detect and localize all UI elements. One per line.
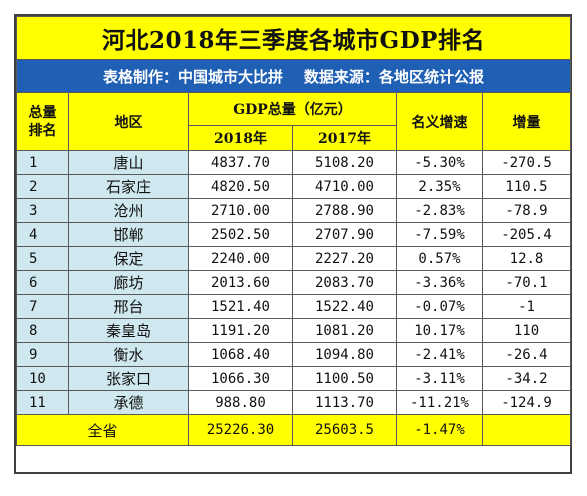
gdp-2018-cell: 2240.00	[188, 246, 293, 271]
table-row: 7 邢台 1521.40 1522.40 -0.07% -1	[16, 294, 571, 319]
gdp-2018-cell: 1191.20	[188, 318, 293, 343]
gdp-ranking-table: 河北2018年三季度各城市GDP排名 表格制作：中国城市大比拼 数据来源：各地区…	[16, 16, 571, 446]
gdp-2018-cell: 4837.70	[188, 150, 293, 175]
table-row: 8 秦皇岛 1191.20 1081.20 10.17% 110	[16, 318, 571, 343]
increase-cell: 110	[482, 318, 571, 343]
gdp-2017-cell: 1100.50	[292, 366, 397, 391]
gdp-2017-cell: 4710.00	[292, 174, 397, 199]
increase-cell: -34.2	[482, 366, 571, 391]
city-cell: 邯郸	[68, 222, 189, 247]
total-row: 全省 25226.30 25603.5 -1.47%	[16, 414, 571, 446]
increase-cell: 12.8	[482, 246, 571, 271]
increase-cell: -270.5	[482, 150, 571, 175]
gdp-2018-cell: 988.80	[188, 390, 293, 415]
growth-cell: -2.41%	[396, 342, 483, 367]
total-growth: -1.47%	[396, 414, 483, 446]
rank-cell: 6	[16, 270, 69, 295]
growth-cell: -3.11%	[396, 366, 483, 391]
city-cell: 衡水	[68, 342, 189, 367]
city-cell: 廊坊	[68, 270, 189, 295]
total-increase	[482, 414, 571, 446]
header-region: 地区	[68, 92, 189, 151]
gdp-2018-cell: 1068.40	[188, 342, 293, 367]
total-gdp-2017: 25603.5	[292, 414, 397, 446]
increase-cell: -1	[482, 294, 571, 319]
gdp-2017-cell: 2788.90	[292, 198, 397, 223]
header-2018: 2018年	[188, 125, 293, 151]
city-cell: 承德	[68, 390, 189, 415]
city-cell: 秦皇岛	[68, 318, 189, 343]
total-label: 全省	[16, 414, 189, 446]
rank-cell: 5	[16, 246, 69, 271]
growth-cell: -2.83%	[396, 198, 483, 223]
growth-cell: 0.57%	[396, 246, 483, 271]
gdp-2017-cell: 5108.20	[292, 150, 397, 175]
gdp-2018-cell: 1066.30	[188, 366, 293, 391]
city-cell: 张家口	[68, 366, 189, 391]
gdp-2017-cell: 2083.70	[292, 270, 397, 295]
rank-cell: 1	[16, 150, 69, 175]
rank-cell: 10	[16, 366, 69, 391]
table-row: 10 张家口 1066.30 1100.50 -3.11% -34.2	[16, 366, 571, 391]
growth-cell: 10.17%	[396, 318, 483, 343]
gdp-2017-cell: 2227.20	[292, 246, 397, 271]
growth-cell: -5.30%	[396, 150, 483, 175]
table-row: 3 沧州 2710.00 2788.90 -2.83% -78.9	[16, 198, 571, 223]
gdp-2017-cell: 1522.40	[292, 294, 397, 319]
table-row: 1 唐山 4837.70 5108.20 -5.30% -270.5	[16, 150, 571, 175]
table-row: 2 石家庄 4820.50 4710.00 2.35% 110.5	[16, 174, 571, 199]
gdp-ranking-sheet: 河北2018年三季度各城市GDP排名 表格制作：中国城市大比拼 数据来源：各地区…	[14, 14, 572, 474]
gdp-2018-cell: 1521.40	[188, 294, 293, 319]
gdp-2017-cell: 1094.80	[292, 342, 397, 367]
rank-cell: 3	[16, 198, 69, 223]
table-row: 9 衡水 1068.40 1094.80 -2.41% -26.4	[16, 342, 571, 367]
gdp-2017-cell: 1081.20	[292, 318, 397, 343]
gdp-2018-cell: 2013.60	[188, 270, 293, 295]
increase-cell: -26.4	[482, 342, 571, 367]
table-row: 5 保定 2240.00 2227.20 0.57% 12.8	[16, 246, 571, 271]
table-row: 4 邯郸 2502.50 2707.90 -7.59% -205.4	[16, 222, 571, 247]
rank-cell: 2	[16, 174, 69, 199]
rank-cell: 4	[16, 222, 69, 247]
header-gdp: GDP总量（亿元）	[188, 92, 397, 126]
header-2017: 2017年	[292, 125, 397, 151]
total-gdp-2018: 25226.30	[188, 414, 293, 446]
growth-cell: -7.59%	[396, 222, 483, 247]
rank-cell: 7	[16, 294, 69, 319]
gdp-2018-cell: 2710.00	[188, 198, 293, 223]
table-row: 11 承德 988.80 1113.70 -11.21% -124.9	[16, 390, 571, 415]
header-rank: 总量 排名	[16, 92, 69, 151]
gdp-2017-cell: 2707.90	[292, 222, 397, 247]
rank-cell: 8	[16, 318, 69, 343]
city-cell: 保定	[68, 246, 189, 271]
gdp-2017-cell: 1113.70	[292, 390, 397, 415]
gdp-2018-cell: 2502.50	[188, 222, 293, 247]
header-nominal-growth: 名义增速	[396, 92, 483, 151]
city-cell: 沧州	[68, 198, 189, 223]
increase-cell: 110.5	[482, 174, 571, 199]
rank-cell: 9	[16, 342, 69, 367]
increase-cell: -124.9	[482, 390, 571, 415]
table-subtitle: 表格制作：中国城市大比拼 数据来源：各地区统计公报	[16, 59, 571, 93]
growth-cell: -3.36%	[396, 270, 483, 295]
increase-cell: -78.9	[482, 198, 571, 223]
growth-cell: -0.07%	[396, 294, 483, 319]
gdp-2018-cell: 4820.50	[188, 174, 293, 199]
city-cell: 唐山	[68, 150, 189, 175]
increase-cell: -70.1	[482, 270, 571, 295]
rank-cell: 11	[16, 390, 69, 415]
growth-cell: 2.35%	[396, 174, 483, 199]
growth-cell: -11.21%	[396, 390, 483, 415]
city-cell: 邢台	[68, 294, 189, 319]
header-increase: 增量	[482, 92, 571, 151]
city-cell: 石家庄	[68, 174, 189, 199]
table-row: 6 廊坊 2013.60 2083.70 -3.36% -70.1	[16, 270, 571, 295]
increase-cell: -205.4	[482, 222, 571, 247]
table-title: 河北2018年三季度各城市GDP排名	[16, 16, 571, 60]
